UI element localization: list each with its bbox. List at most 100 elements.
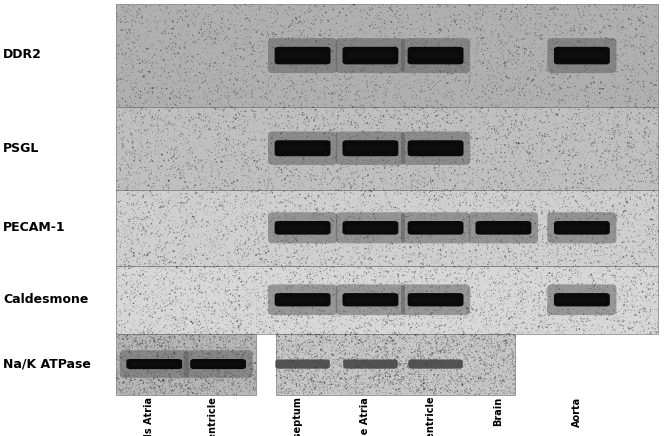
Point — [388, 368, 398, 375]
Point — [362, 10, 372, 17]
Point — [546, 310, 557, 317]
Point — [158, 206, 169, 213]
Point — [187, 334, 198, 341]
Point — [419, 183, 430, 190]
Point — [342, 61, 353, 68]
Point — [509, 341, 520, 348]
Point — [485, 173, 495, 180]
Point — [358, 7, 369, 14]
Point — [319, 169, 329, 176]
Point — [553, 211, 563, 218]
Point — [567, 279, 578, 286]
Point — [478, 92, 489, 99]
Point — [393, 331, 404, 338]
Point — [549, 99, 559, 106]
Point — [230, 35, 241, 42]
Point — [221, 48, 232, 54]
Point — [480, 157, 491, 164]
Point — [170, 195, 181, 202]
Point — [604, 26, 614, 33]
Point — [269, 262, 279, 269]
Point — [269, 6, 279, 13]
Point — [249, 159, 260, 166]
Point — [173, 245, 184, 252]
Point — [291, 211, 301, 218]
Point — [370, 140, 381, 147]
Point — [617, 135, 628, 142]
Point — [116, 174, 127, 181]
Point — [192, 183, 203, 190]
Point — [593, 31, 604, 37]
Point — [626, 177, 637, 184]
Point — [521, 167, 531, 174]
Point — [314, 151, 325, 158]
Point — [145, 344, 156, 351]
Point — [303, 244, 313, 251]
Point — [358, 252, 369, 259]
Point — [568, 5, 579, 12]
Point — [242, 252, 253, 259]
Point — [115, 11, 126, 18]
Point — [121, 257, 132, 264]
Point — [446, 98, 456, 105]
Point — [311, 288, 321, 295]
Point — [478, 74, 489, 81]
Point — [378, 378, 388, 385]
Point — [171, 141, 182, 148]
Point — [643, 325, 654, 332]
Point — [271, 348, 282, 355]
Point — [354, 281, 364, 288]
Point — [184, 92, 195, 99]
Point — [484, 3, 495, 10]
Point — [404, 74, 414, 81]
Point — [367, 52, 378, 59]
Point — [301, 221, 311, 228]
Point — [260, 149, 271, 156]
Point — [139, 362, 150, 369]
Point — [178, 261, 188, 268]
Point — [642, 281, 652, 288]
Point — [219, 35, 230, 42]
Point — [445, 350, 456, 357]
Point — [432, 351, 443, 358]
Point — [184, 268, 195, 275]
Point — [536, 277, 547, 284]
Point — [534, 133, 545, 140]
Point — [492, 65, 503, 72]
Point — [569, 268, 579, 275]
Point — [283, 374, 293, 381]
Point — [303, 223, 314, 230]
Point — [180, 304, 191, 311]
Point — [555, 187, 566, 194]
Point — [260, 272, 271, 279]
Point — [627, 41, 638, 48]
Point — [648, 279, 659, 286]
Point — [330, 37, 340, 44]
Point — [620, 121, 631, 128]
Point — [208, 353, 219, 360]
Point — [527, 254, 537, 261]
Point — [508, 12, 519, 19]
Point — [200, 232, 210, 238]
Point — [205, 30, 215, 37]
Point — [160, 286, 170, 293]
Point — [468, 368, 479, 375]
Point — [431, 333, 442, 340]
Point — [573, 198, 584, 204]
Point — [257, 303, 267, 310]
Point — [475, 202, 485, 209]
Point — [495, 95, 506, 102]
Point — [149, 382, 160, 388]
Point — [619, 95, 630, 102]
Point — [414, 250, 425, 257]
Point — [279, 365, 289, 372]
Point — [491, 102, 501, 109]
Point — [320, 137, 331, 144]
Point — [481, 368, 492, 375]
Point — [638, 170, 649, 177]
FancyBboxPatch shape — [401, 212, 470, 243]
Point — [532, 92, 543, 99]
Point — [215, 243, 225, 250]
Point — [627, 181, 638, 188]
Point — [342, 165, 353, 172]
